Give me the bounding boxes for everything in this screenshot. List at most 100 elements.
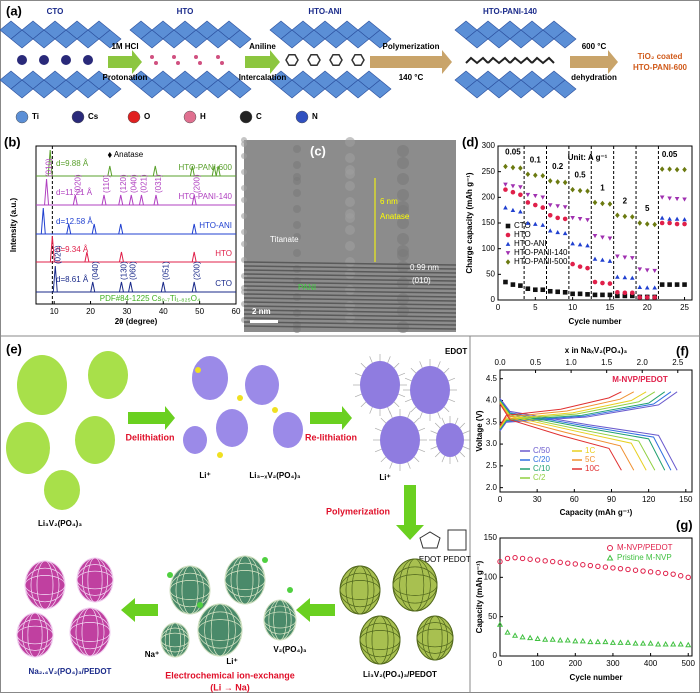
lattice-fringe: [243, 273, 457, 278]
point: [615, 212, 620, 219]
legend-label: C/20: [533, 455, 550, 464]
particle: [75, 416, 115, 464]
x-axis-label: 2θ (degree): [115, 317, 158, 326]
texture: [241, 213, 247, 219]
texture: [397, 217, 409, 229]
x2-tick-label: 1.5: [601, 358, 613, 367]
point: [622, 275, 628, 280]
peak: [44, 178, 50, 206]
fiber: [459, 422, 466, 429]
lattice-fringe: [243, 297, 457, 302]
annotation: 6 nm: [380, 197, 398, 206]
point: [533, 202, 538, 208]
point: [682, 221, 687, 227]
peak: [138, 194, 144, 206]
peak: [101, 194, 107, 206]
annotation: Titanate: [270, 235, 299, 244]
point: [518, 185, 523, 190]
peak: [153, 194, 159, 206]
fiber: [455, 417, 459, 425]
lattice-fringe: [243, 281, 457, 286]
texture: [345, 225, 355, 235]
particle: [183, 426, 207, 454]
chain: [465, 56, 489, 65]
atom-label: Ti: [32, 112, 39, 121]
anatase-symbol: [107, 152, 112, 158]
point: [600, 200, 605, 207]
point: [617, 565, 624, 572]
y-tick-label: 0: [491, 295, 496, 304]
point: [602, 564, 609, 570]
x-axis-label: Capacity (mAh g⁻¹): [560, 508, 633, 517]
texture: [397, 305, 409, 317]
point: [547, 228, 553, 233]
panel-label: (f): [676, 343, 689, 358]
point: [533, 221, 538, 226]
point: [600, 257, 605, 262]
point: [632, 640, 639, 646]
y-tick-label: 2.5: [486, 461, 498, 470]
coating: [16, 625, 54, 645]
texture: [241, 169, 247, 175]
point: [565, 560, 571, 566]
ion: [197, 602, 203, 608]
stage-title: HTO-PANI-140: [483, 7, 537, 16]
arrow: [370, 50, 452, 74]
coating: [224, 570, 266, 590]
point: [594, 638, 601, 645]
ion: [262, 557, 268, 563]
x2-axis-label: x in NaₓV₂(PO₄)₃: [565, 346, 628, 355]
peak-label: (200): [192, 174, 201, 193]
x2-tick-label: 2.0: [637, 358, 649, 367]
point: [670, 571, 676, 577]
point: [504, 629, 511, 635]
point: [525, 171, 531, 177]
point: [662, 570, 669, 577]
peak: [66, 223, 72, 235]
peak: [118, 281, 124, 293]
texture: [397, 293, 409, 305]
peak: [118, 223, 124, 235]
panel-label: (g): [676, 517, 693, 532]
fiber: [443, 406, 450, 413]
point: [630, 293, 635, 299]
legend-label: HTO-PANI-500: [514, 257, 568, 266]
point: [677, 640, 684, 647]
point: [667, 196, 672, 201]
point: [505, 259, 511, 265]
fiber: [459, 451, 466, 458]
texture: [345, 137, 355, 147]
atom-key: [183, 110, 197, 124]
ion: Li⁺: [379, 473, 390, 482]
point: [607, 258, 613, 263]
particle: [360, 361, 400, 409]
plot-frame: [499, 537, 693, 657]
peak-label: (040): [129, 174, 138, 193]
point: [617, 639, 624, 645]
point: [622, 293, 628, 299]
rate-label: 2: [623, 196, 628, 205]
point: [622, 213, 628, 220]
x-tick-label: 60: [232, 307, 241, 316]
point: [682, 197, 687, 202]
cs-atom: [17, 55, 27, 65]
x-tick-label: 0: [498, 659, 503, 668]
arrow: [310, 406, 352, 430]
fiber: [441, 417, 445, 425]
step-label: 600 °C: [582, 42, 607, 51]
panel-label: (e): [6, 341, 22, 356]
atom-key: [71, 110, 85, 124]
point: [572, 637, 579, 644]
texture: [397, 249, 409, 261]
point: [659, 166, 665, 172]
peak-label: (020): [53, 245, 62, 264]
point: [637, 284, 643, 290]
point: [547, 288, 553, 294]
point: [637, 220, 643, 226]
step-label: Electrochemical ion-exchange: [165, 670, 295, 680]
legend-label: M-NVP/PEDOT: [617, 543, 673, 552]
point: [525, 220, 531, 225]
annotation: Anatase: [114, 150, 144, 159]
peak: [191, 223, 197, 235]
texture: [241, 229, 247, 235]
